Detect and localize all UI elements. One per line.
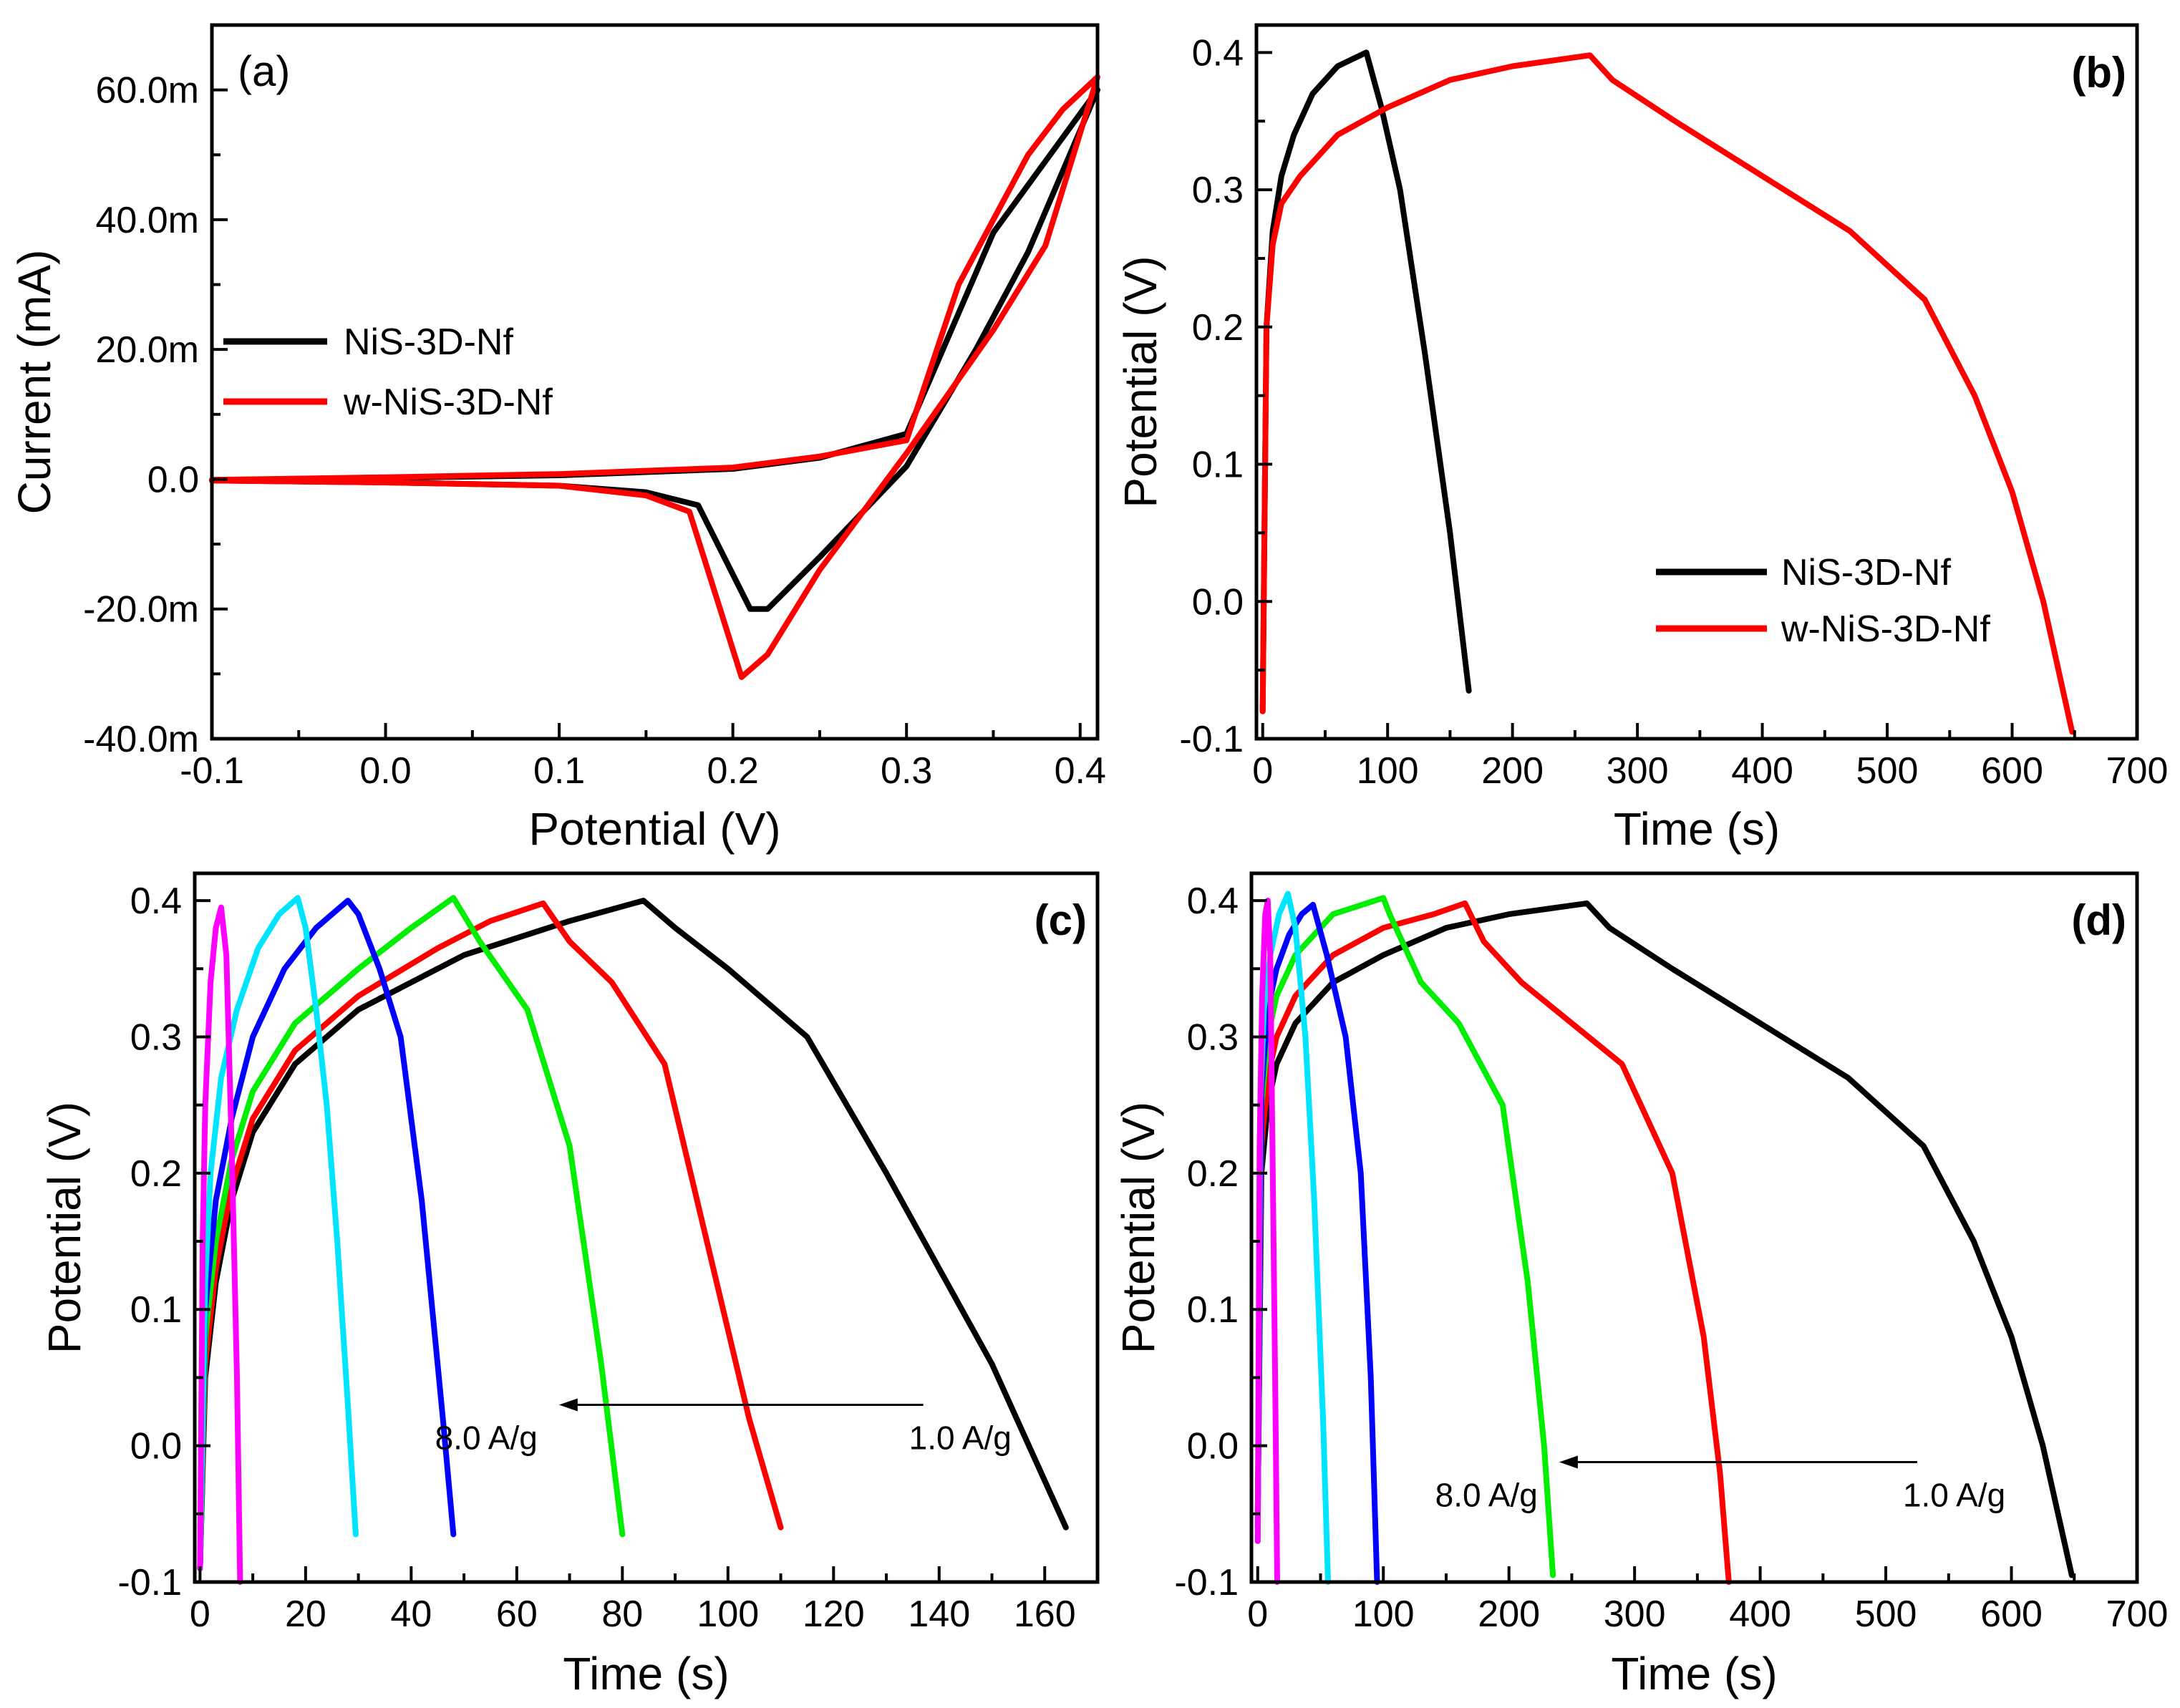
x-tick-label-b-7: 700 [2106, 750, 2169, 792]
panel-c: 0 20 40 60 80 100 120 140 160 -0.1 0.0 0.1 0.2 0.3 0.4… [39, 871, 1100, 1699]
y-tick-label-c-4: 0.3 [130, 1016, 182, 1058]
series-line-d-3 [1254, 901, 1380, 1585]
plot-frame-a [210, 23, 1100, 741]
x-tick-label-c-7: 140 [908, 1593, 970, 1635]
legend-label-a-1: w-NiS-3D-Nf [343, 382, 553, 423]
rate-arrow-head-d [1559, 1455, 1578, 1469]
series-line-a-1 [209, 74, 1100, 680]
x-tick-label-c-2: 40 [390, 1593, 432, 1635]
y-axis-label-b: Potential (V) [1115, 256, 1166, 508]
rate-label-start-c: 1.0 A/g [909, 1420, 1012, 1457]
y-tick-label-d-3: 0.2 [1187, 1153, 1239, 1195]
x-tick-label-b-3: 300 [1607, 750, 1669, 792]
legend-label-b-1: w-NiS-3D-Nf [1781, 608, 1990, 650]
x-tick-label-d-5: 500 [1855, 1593, 1917, 1635]
x-tick-label-b-0: 0 [1252, 750, 1273, 792]
x-tick-label-d-2: 200 [1478, 1593, 1540, 1635]
y-tick-label-d-5: 0.4 [1187, 880, 1239, 922]
panel-b: 0 100 200 300 400 500 600 700 -0.1 0.0 0.1 0.2 0.3 0.… [1115, 23, 2169, 855]
y-tick-label-d-2: 0.1 [1187, 1289, 1239, 1331]
series-line-c-3 [197, 898, 457, 1571]
y-tick-label-a-5: 60.0m [95, 70, 199, 112]
y-tick-label-a-1: -20.0m [83, 589, 199, 631]
panel-label-c: (c) [1035, 896, 1087, 944]
x-tick-label-d-7: 700 [2106, 1593, 2169, 1635]
rate-label-end-c: 8.0 A/g [435, 1420, 538, 1457]
x-axis-label-b: Time (s) [1614, 803, 1780, 855]
series-line-b-1 [1259, 52, 2075, 735]
y-tick-label-b-4: 0.3 [1192, 170, 1244, 211]
x-tick-label-a-4: 0.3 [881, 750, 932, 792]
x-tick-label-c-8: 160 [1014, 1593, 1076, 1635]
series-line-c-0 [197, 898, 1069, 1571]
y-tick-label-c-2: 0.1 [130, 1289, 182, 1331]
x-axis-label-a: Potential (V) [528, 803, 780, 855]
x-tick-label-a-1: 0.0 [359, 750, 411, 792]
panel-label-b: (b) [2071, 49, 2126, 97]
x-tick-label-c-6: 120 [803, 1593, 865, 1635]
x-tick-label-a-5: 0.4 [1055, 750, 1106, 792]
legend-label-b-0: NiS-3D-Nf [1781, 552, 1951, 593]
plot-frame-c [193, 871, 1100, 1584]
y-tick-label-a-2: 0.0 [147, 459, 199, 500]
x-tick-label-d-0: 0 [1247, 1593, 1268, 1635]
series-line-c-4 [197, 895, 359, 1571]
y-tick-label-a-4: 40.0m [95, 200, 199, 241]
series-line-c-2 [197, 895, 626, 1571]
panel-label-a: (a) [238, 47, 290, 95]
x-tick-label-c-1: 20 [285, 1593, 326, 1635]
x-tick-label-c-3: 60 [496, 1593, 538, 1635]
x-tick-label-c-0: 0 [190, 1593, 210, 1635]
y-axis-label-a: Current (mA) [9, 250, 60, 515]
series-line-c-1 [197, 900, 784, 1571]
x-tick-label-d-1: 100 [1352, 1593, 1415, 1635]
panel-d: 0 100 200 300 400 500 600 700 -0.1 0.0 0.1 0.2 0.3 0.… [1113, 871, 2169, 1699]
x-tick-label-d-6: 600 [1980, 1593, 2043, 1635]
x-tick-label-a-2: 0.1 [533, 750, 585, 792]
y-tick-label-c-0: -0.1 [117, 1562, 182, 1603]
rate-label-start-d: 1.0 A/g [1903, 1476, 2005, 1513]
panel-a: -0.1 0.0 0.1 0.2 0.3 0.4 -40.0m -20.0m 0.0 20.0m 4… [9, 23, 1106, 855]
y-axis-label-c: Potential (V) [39, 1102, 90, 1354]
rate-arrow-head-c [558, 1398, 578, 1412]
x-tick-label-a-0: -0.1 [180, 750, 244, 792]
y-tick-label-b-0: -0.1 [1179, 719, 1244, 760]
x-tick-label-b-2: 200 [1481, 750, 1544, 792]
x-tick-label-b-4: 400 [1731, 750, 1793, 792]
x-tick-label-c-4: 80 [601, 1593, 643, 1635]
y-tick-label-d-0: -0.1 [1174, 1562, 1239, 1603]
x-tick-label-d-4: 400 [1729, 1593, 1791, 1635]
x-tick-label-b-1: 100 [1357, 750, 1419, 792]
y-tick-label-a-3: 20.0m [95, 329, 199, 371]
y-tick-label-b-5: 0.4 [1192, 32, 1244, 74]
x-tick-label-b-6: 600 [1981, 750, 2043, 792]
plot-frame-d [1249, 871, 2139, 1584]
x-tick-label-d-3: 300 [1604, 1593, 1666, 1635]
legend-label-a-0: NiS-3D-Nf [344, 321, 513, 363]
panel-label-d: (d) [2071, 896, 2126, 944]
y-tick-label-c-5: 0.4 [130, 880, 182, 922]
plot-frame-b [1254, 23, 2139, 741]
x-tick-label-b-5: 500 [1856, 750, 1919, 792]
x-axis-label-c: Time (s) [563, 1648, 729, 1699]
series-line-d-0 [1254, 900, 2075, 1578]
series-line-b-0 [1259, 49, 1472, 714]
y-tick-label-d-1: 0.0 [1187, 1426, 1239, 1467]
y-tick-label-b-1: 0.0 [1192, 581, 1244, 623]
y-tick-label-b-2: 0.1 [1192, 445, 1244, 486]
y-tick-label-a-0: -40.0m [83, 719, 199, 760]
y-tick-label-c-1: 0.0 [130, 1426, 182, 1467]
x-tick-label-c-5: 100 [697, 1593, 759, 1635]
x-tick-label-a-3: 0.2 [707, 750, 758, 792]
rate-label-end-d: 8.0 A/g [1435, 1476, 1538, 1513]
x-axis-label-d: Time (s) [1611, 1648, 1777, 1699]
y-axis-label-d: Potential (V) [1113, 1102, 1164, 1354]
y-tick-label-d-4: 0.3 [1187, 1016, 1239, 1058]
y-tick-label-c-3: 0.2 [130, 1153, 182, 1195]
series-line-d-5 [1254, 898, 1280, 1585]
y-tick-label-b-3: 0.2 [1192, 307, 1244, 349]
